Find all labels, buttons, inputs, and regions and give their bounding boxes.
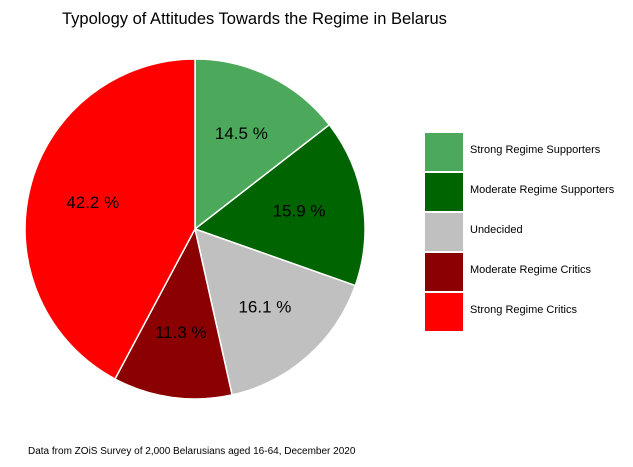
pie-slices: [24, 58, 366, 400]
slice-value-label: 15.9 %: [273, 202, 326, 221]
legend-swatch: [425, 213, 463, 251]
chart-title: Typology of Attitudes Towards the Regime…: [62, 10, 447, 28]
legend-swatch: [425, 293, 463, 331]
slice-value-label: 14.5 %: [215, 124, 268, 143]
legend-swatch: [425, 173, 463, 211]
slice-value-label: 16.1 %: [238, 297, 291, 316]
slice-value-label: 11.3 %: [155, 323, 207, 342]
legend-swatch: [425, 133, 463, 171]
legend-label: Undecided: [470, 224, 523, 236]
pie-slice: [194, 58, 331, 231]
legend-label: Moderate Regime Supporters: [470, 184, 615, 196]
legend-label: Strong Regime Supporters: [470, 144, 601, 156]
pie-slice: [24, 58, 196, 381]
pie-slice: [193, 123, 366, 287]
pie-slice: [113, 226, 233, 400]
legend-label: Moderate Regime Critics: [470, 264, 592, 276]
pie-slice: [193, 227, 357, 396]
legend-label: Strong Regime Critics: [470, 304, 577, 316]
legend-swatch: [425, 253, 463, 291]
slice-value-label: 42.2 %: [66, 193, 119, 212]
pie-labels: 14.5 % 15.9 % 16.1 % 11.3 % 42.2 %: [66, 124, 325, 342]
source-note: Data from ZOiS Survey of 2,000 Belarusia…: [28, 446, 356, 457]
